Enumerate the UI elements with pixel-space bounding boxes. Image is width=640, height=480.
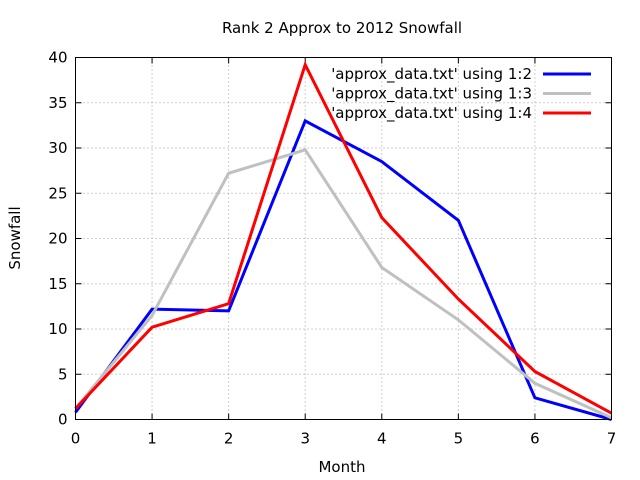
x-tick-label: 7 [607,430,617,448]
y-tick-label: 30 [48,139,67,157]
y-tick-label: 0 [58,411,68,429]
grid-lines [75,57,612,420]
legend-label-1: 'approx_data.txt' using 1:2 [331,65,532,84]
x-tick-label: 3 [300,430,310,448]
y-tick-label: 15 [48,275,67,293]
y-axis-label: Snowfall [6,206,24,269]
legend-label-3: 'approx_data.txt' using 1:4 [331,104,532,123]
x-tick-label: 5 [454,430,464,448]
y-tick-label: 10 [48,320,67,338]
x-tick-label: 2 [224,430,234,448]
y-tick-label: 35 [48,94,67,112]
x-tick-label: 0 [71,430,81,448]
legend-label-2: 'approx_data.txt' using 1:3 [331,85,532,104]
x-tick-label: 1 [147,430,157,448]
y-tick-label: 40 [48,49,67,67]
x-tick-label: 4 [377,430,387,448]
series-3-line [74,60,613,415]
series-2-line [74,148,613,420]
x-tick-label: 6 [530,430,540,448]
chart-title: Rank 2 Approx to 2012 Snowfall [222,19,462,37]
plot-frame [75,57,612,420]
series-lines [74,60,613,421]
y-tick-label: 20 [48,230,67,248]
y-tick-label: 5 [58,365,68,383]
x-axis-label: Month [318,458,365,476]
legend: 'approx_data.txt' using 1:2'approx_data.… [331,65,591,123]
y-tick-label: 25 [48,184,67,202]
